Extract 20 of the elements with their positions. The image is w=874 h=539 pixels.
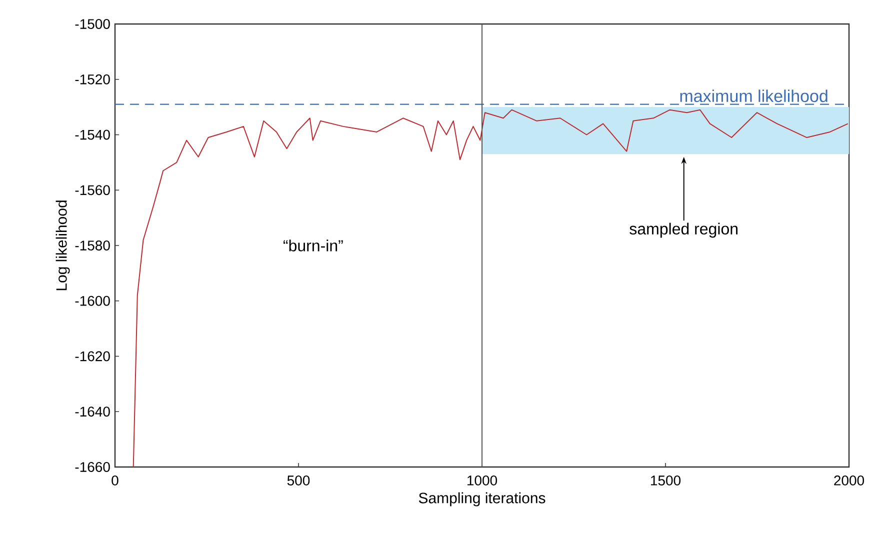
line-series (132, 109, 848, 468)
x-tick-label: 500 (287, 476, 310, 486)
x-axis-title: Sampling iterations (418, 492, 546, 506)
y-axis-title: Log likelihood (56, 200, 70, 290)
x-tick-label: 1000 (467, 476, 498, 486)
y-tick-label: -1640 (75, 406, 110, 417)
x-tick-label: 0 (112, 476, 118, 486)
y-tick-label: -1600 (75, 296, 110, 306)
y-tick-label: -1660 (75, 462, 110, 472)
y-tick-label: -1540 (75, 130, 110, 140)
y-tick-label: -1560 (75, 185, 110, 196)
y-tick-label: -1580 (75, 240, 110, 250)
y-tick-label: -1500 (75, 19, 110, 29)
y-tick-label: -1620 (75, 351, 110, 362)
y-tick-label: -1520 (75, 74, 110, 84)
annotation: “burn-in” (284, 240, 343, 252)
annotation: sampled region (630, 222, 738, 238)
ref-line-label: maximum likelihood (680, 90, 828, 102)
x-tick-label: 2000 (834, 476, 864, 486)
x-tick-label: 1500 (650, 476, 681, 486)
